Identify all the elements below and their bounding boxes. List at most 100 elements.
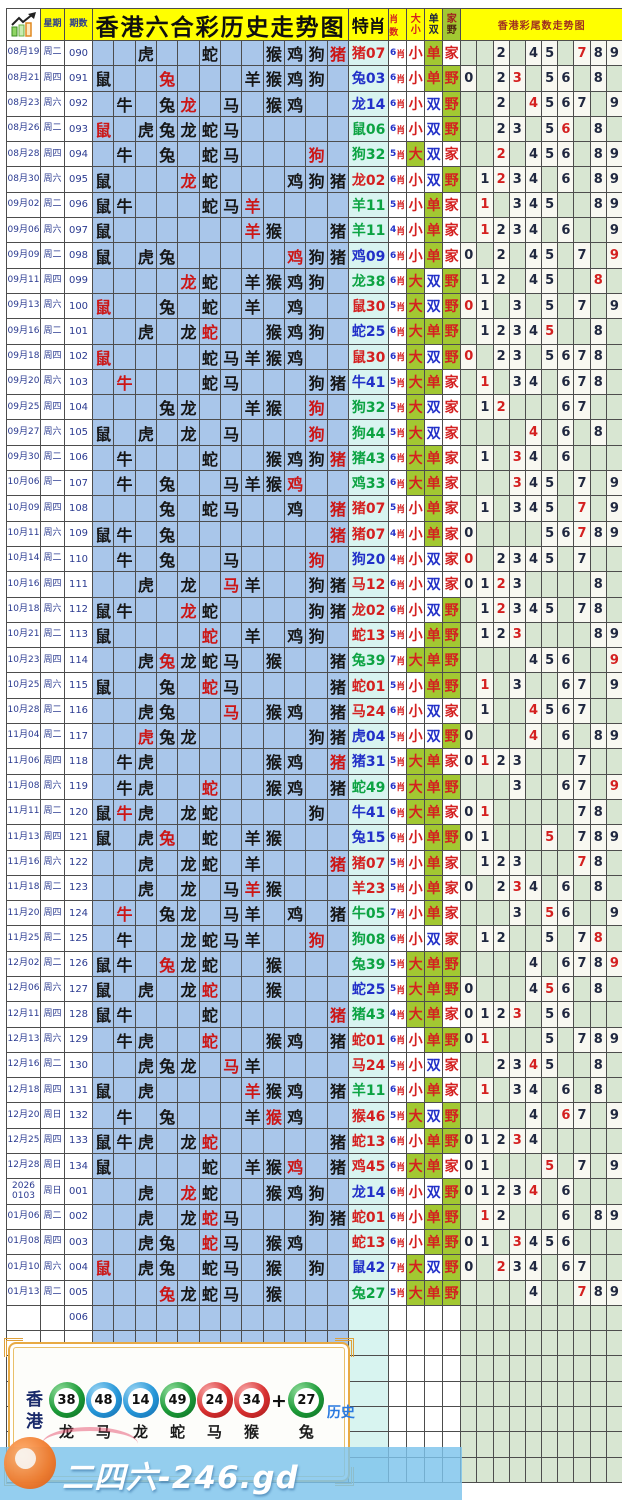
zodiac-cell bbox=[199, 1052, 222, 1079]
tail-cell bbox=[590, 1179, 607, 1205]
zodiac-cell: 羊 bbox=[242, 1154, 264, 1180]
zodiac-cell bbox=[178, 218, 200, 244]
tail-cell: 4 bbox=[525, 192, 543, 219]
tail-cell bbox=[525, 1432, 543, 1458]
period-cell: 116 bbox=[65, 698, 93, 725]
tail-cell: 5 bbox=[542, 698, 559, 725]
tail-cell bbox=[477, 521, 494, 547]
zodiac-cell: 龙 bbox=[178, 395, 200, 421]
bigsmall-cell: 小 bbox=[407, 825, 426, 851]
bigsmall-cell: 大 bbox=[407, 395, 426, 421]
zodiac-cell bbox=[285, 116, 307, 143]
oddeven-cell: 单 bbox=[425, 774, 444, 800]
zodiac-cell bbox=[327, 268, 350, 294]
tail-cell bbox=[493, 1356, 510, 1382]
zodiac-cell bbox=[178, 445, 200, 472]
tail-cell: 8 bbox=[590, 1204, 607, 1230]
homewild-cell: 野 bbox=[443, 1027, 462, 1053]
zodiac-cell: 龙 bbox=[178, 1052, 200, 1079]
zodiac-cell bbox=[93, 1204, 115, 1230]
zodiac-cell bbox=[327, 1280, 350, 1306]
tail-cell bbox=[542, 1103, 559, 1129]
zodiac-cell: 马 bbox=[221, 344, 243, 370]
homewild-cell: 家 bbox=[443, 1078, 462, 1104]
tail-cell: 6 bbox=[558, 1204, 575, 1230]
tail-cell bbox=[574, 319, 591, 345]
zodiac-cell bbox=[135, 471, 158, 497]
period-cell: 119 bbox=[65, 774, 93, 800]
zodiac-cell: 鼠 bbox=[93, 825, 115, 851]
zodiac-cell: 兔 bbox=[157, 673, 179, 699]
special-cell bbox=[349, 1331, 390, 1357]
zodiac-cell bbox=[178, 192, 200, 219]
tail-cell bbox=[574, 1052, 591, 1079]
zodiac-cell bbox=[327, 1103, 350, 1129]
oddeven-cell: 单 bbox=[425, 41, 444, 67]
tail-cell bbox=[606, 1356, 622, 1382]
tail-cell: 5 bbox=[542, 521, 559, 547]
oddeven-cell bbox=[425, 1331, 444, 1357]
zodiac-cell bbox=[242, 319, 264, 345]
zodiac-cell bbox=[221, 1305, 243, 1332]
zodiac-cell: 虎 bbox=[135, 572, 158, 598]
special-cell: 鼠30 bbox=[349, 293, 390, 320]
tail-cell bbox=[477, 344, 494, 370]
tail-cell: 3 bbox=[509, 901, 526, 927]
lottery-ball: 14 龙 bbox=[122, 1382, 159, 1442]
bigsmall-cell: 大 bbox=[407, 1103, 426, 1129]
tail-cell bbox=[558, 471, 575, 497]
tail-cell bbox=[590, 1305, 607, 1332]
tail-cell bbox=[461, 1103, 478, 1129]
tail-cell: 7 bbox=[574, 951, 591, 977]
weekday-cell: 周四 bbox=[41, 66, 65, 92]
date-cell: 10月09 bbox=[7, 496, 41, 522]
zodiac-cell bbox=[242, 116, 264, 143]
zodiac-cell: 龙 bbox=[178, 1204, 200, 1230]
tail-cell bbox=[590, 673, 607, 699]
period-cell: 104 bbox=[65, 395, 93, 421]
zodiac-cell bbox=[178, 1229, 200, 1256]
tail-cell: 2 bbox=[493, 1128, 510, 1155]
tail-cell bbox=[461, 41, 478, 67]
special-cell: 蛇49 bbox=[349, 774, 390, 800]
tail-cell bbox=[574, 622, 591, 649]
zodiac-cell: 鼠 bbox=[93, 243, 115, 269]
special-cell: 蛇01 bbox=[349, 673, 390, 699]
zodiac-cell: 鸡 bbox=[285, 496, 307, 522]
date-cell: 11月20 bbox=[7, 901, 41, 927]
tail-cell: 6 bbox=[558, 901, 575, 927]
oddeven-cell: 双 bbox=[425, 142, 444, 168]
zodiac-cell: 鸡 bbox=[285, 1103, 307, 1129]
tail-cell bbox=[590, 1002, 607, 1028]
homewild-cell: 野 bbox=[443, 774, 462, 800]
tail-cell bbox=[542, 622, 559, 649]
oddeven-cell bbox=[425, 1305, 444, 1332]
tail-cell bbox=[461, 218, 478, 244]
date-cell: 08月28 bbox=[7, 142, 41, 168]
zodiac-cell: 龙 bbox=[178, 926, 200, 952]
date-cell: 09月20 bbox=[7, 369, 41, 396]
zodiac-cell bbox=[221, 951, 243, 977]
tail-cell bbox=[477, 1407, 494, 1433]
tail-cell: 0 bbox=[461, 1027, 478, 1053]
tail-cell bbox=[558, 1128, 575, 1155]
zodiac-cell bbox=[327, 1305, 350, 1332]
zodiac-cell bbox=[135, 167, 158, 193]
period-row: 12月28 周日 134 鼠蛇羊猴鸡猪鸡45 6 肖大单家 0 1 5 7 9 bbox=[7, 1154, 622, 1180]
zodiac-cell bbox=[263, 167, 286, 193]
tail-cell: 0 bbox=[461, 293, 478, 320]
tail-cell: 2 bbox=[493, 1052, 510, 1079]
tail-cell bbox=[542, 445, 559, 472]
date-cell: 09月27 bbox=[7, 420, 41, 446]
zodiac-cell bbox=[199, 218, 222, 244]
zodiac-cell bbox=[221, 1078, 243, 1104]
tail-cell bbox=[606, 445, 622, 472]
period-row: 01月10 周六 004 鼠虎兔蛇马猴狗鼠42 7 肖大双野 0 2 3 4 6 7 bbox=[7, 1255, 622, 1281]
period-row: 11月25 周二 125 牛龙蛇马羊狗狗08 6 肖小双家 1 2 5 7 8 bbox=[7, 926, 622, 952]
tail-cell bbox=[558, 192, 575, 219]
zodiac-cell bbox=[93, 1229, 115, 1256]
hongkong-label: 香港 bbox=[22, 1390, 42, 1434]
zodiac-cell: 羊 bbox=[242, 622, 264, 649]
tail-cell bbox=[525, 774, 543, 800]
